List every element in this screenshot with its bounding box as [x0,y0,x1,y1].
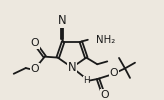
Text: O: O [101,90,109,100]
Text: O: O [30,64,39,74]
Text: NH₂: NH₂ [96,35,115,45]
Text: N: N [58,14,66,27]
Text: N: N [68,61,76,74]
Text: O: O [110,68,118,78]
Text: H: H [83,76,89,85]
Text: O: O [30,38,39,48]
